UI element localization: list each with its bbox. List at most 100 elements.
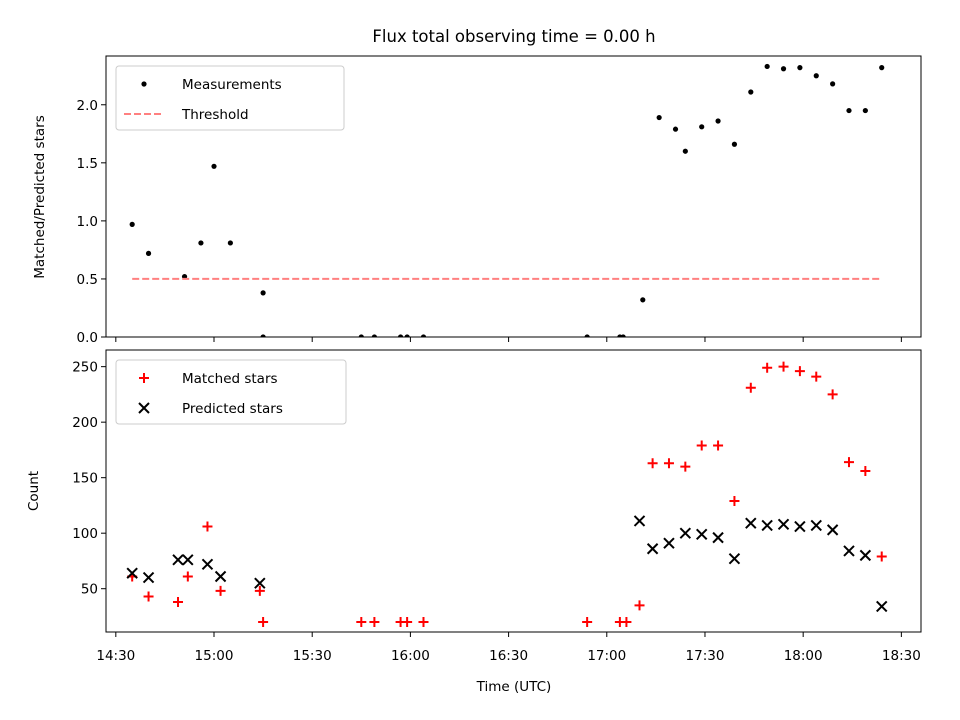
predicted-stars-point xyxy=(633,515,646,527)
predicted-stars-point xyxy=(712,531,724,544)
matched-stars-point xyxy=(778,361,789,372)
measurement-point xyxy=(227,240,233,246)
predicted-stars-point xyxy=(745,517,757,529)
measurement-point xyxy=(699,124,705,130)
matched-stars-point xyxy=(860,466,871,477)
matched-stars-point xyxy=(827,389,838,400)
measurement-point xyxy=(879,65,885,71)
matched-stars-point xyxy=(663,458,674,469)
measurement-point xyxy=(715,118,721,124)
x-tick-label: 17:00 xyxy=(587,648,626,664)
predicted-stars-point xyxy=(876,600,888,613)
predicted-stars-point xyxy=(182,554,194,566)
legend-measurements-marker xyxy=(141,81,147,87)
predicted-stars-point xyxy=(214,570,227,583)
top-y-axis-label: Matched/Predicted stars xyxy=(32,115,48,278)
measurement-point xyxy=(584,334,590,337)
predicted-stars-point xyxy=(859,549,872,562)
predicted-stars-point xyxy=(728,553,741,565)
matched-stars-point xyxy=(843,457,854,468)
matched-stars-point xyxy=(202,521,213,532)
legend-label: Measurements xyxy=(182,77,282,93)
predicted-stars-point xyxy=(663,537,675,549)
x-axis-label: Time (UTC) xyxy=(476,679,552,695)
measurement-point xyxy=(656,114,662,121)
predicted-stars-point xyxy=(843,545,855,557)
bottom-panel: 50 100 150 200 250 14:30 15:00 15:30 16:00 16:30 1… xyxy=(72,349,922,664)
matched-stars-point xyxy=(369,617,380,628)
top-y-tick-label: 1.5 xyxy=(77,156,98,172)
measurement-point xyxy=(129,221,135,227)
x-tick-label: 15:00 xyxy=(195,648,234,664)
x-tick-label: 17:30 xyxy=(686,648,725,664)
matched-stars-point xyxy=(876,551,887,562)
predicted-stars-point xyxy=(695,528,708,541)
predicted-stars-point xyxy=(201,558,214,570)
measurement-point xyxy=(797,65,803,71)
top-legend-box xyxy=(115,65,345,131)
measurement-point xyxy=(198,240,204,246)
measurement-point xyxy=(145,250,152,256)
top-y-tick-label: 0.0 xyxy=(77,330,98,346)
x-tick-label: 14:30 xyxy=(96,648,135,664)
measurement-point xyxy=(813,73,819,79)
measurement-point xyxy=(358,334,364,337)
bottom-data-layer xyxy=(126,361,888,628)
legend-label: Predicted stars xyxy=(182,401,283,417)
measurement-point xyxy=(731,141,738,147)
predicted-stars-point xyxy=(172,554,184,566)
x-tick-label: 16:00 xyxy=(391,648,430,664)
matched-stars-point xyxy=(696,440,707,451)
matched-stars-point xyxy=(254,585,265,596)
measurement-point xyxy=(672,126,679,132)
predicted-stars-point xyxy=(777,518,790,531)
matched-stars-point xyxy=(811,371,822,382)
measurement-point xyxy=(682,148,688,154)
bottom-plot-frame xyxy=(105,349,922,633)
bottom-y-tick-label: 100 xyxy=(72,526,98,542)
bottom-y-tick-label: 150 xyxy=(72,471,98,487)
matched-stars-point xyxy=(745,382,756,393)
predicted-stars-point xyxy=(254,577,266,589)
bottom-legend: Matched stars Predicted stars xyxy=(115,359,347,425)
predicted-stars-point xyxy=(810,519,822,532)
matched-stars-point xyxy=(143,591,154,602)
measurement-point xyxy=(420,334,427,337)
measurement-point xyxy=(404,334,410,337)
top-y-tick-label: 0.5 xyxy=(77,272,98,288)
matched-stars-point xyxy=(356,617,367,628)
measurement-point xyxy=(748,89,754,95)
x-tick-label: 15:30 xyxy=(293,648,332,664)
matched-stars-point xyxy=(173,597,184,608)
matched-stars-point xyxy=(182,571,193,582)
predicted-stars-point xyxy=(142,571,155,584)
top-plot-frame xyxy=(105,55,922,338)
predicted-stars-point xyxy=(126,567,138,579)
bottom-y-tick-label: 200 xyxy=(72,415,98,431)
measurement-point xyxy=(260,334,266,337)
top-panel: 0.0 0.5 1.0 1.5 2.0 Measurements Threshold xyxy=(77,55,922,346)
measurement-point xyxy=(260,290,266,296)
top-chart-title: Flux total observing time = 0.00 h xyxy=(372,27,655,46)
bottom-y-tick-label: 50 xyxy=(81,582,98,598)
legend-label: Threshold xyxy=(181,107,249,123)
top-legend: Measurements Threshold xyxy=(115,65,345,131)
predicted-stars-point xyxy=(826,524,839,536)
x-tick-label: 18:30 xyxy=(882,648,921,664)
measurement-point xyxy=(862,107,868,114)
measurement-point xyxy=(830,81,836,87)
matched-stars-point xyxy=(634,600,645,611)
matched-stars-point xyxy=(762,362,773,373)
bottom-y-tick-label: 250 xyxy=(72,360,98,376)
x-tick-label: 18:00 xyxy=(784,648,823,664)
matched-stars-point xyxy=(621,617,632,628)
bottom-y-axis-label: Count xyxy=(26,471,42,511)
measurement-point xyxy=(846,107,852,114)
matched-stars-point xyxy=(729,495,740,506)
measurement-point xyxy=(371,334,377,337)
measurement-point xyxy=(620,334,626,337)
matched-stars-point xyxy=(713,440,724,451)
legend-matched-stars-marker xyxy=(139,373,149,383)
legend-predicted-stars-marker xyxy=(138,402,150,414)
